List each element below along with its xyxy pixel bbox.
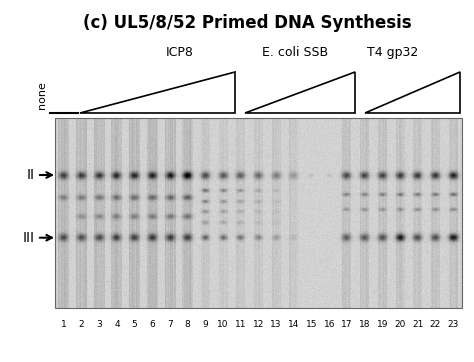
Text: 3: 3 [96,320,102,329]
Text: 1: 1 [61,320,67,329]
Polygon shape [245,72,355,113]
Text: II: II [27,168,35,182]
Text: 4: 4 [114,320,120,329]
Text: 18: 18 [359,320,370,329]
Text: 6: 6 [149,320,155,329]
Text: 17: 17 [341,320,353,329]
Text: (c) UL5/8/52 Primed DNA Synthesis: (c) UL5/8/52 Primed DNA Synthesis [82,14,411,32]
Text: 7: 7 [167,320,173,329]
Text: 22: 22 [430,320,441,329]
Text: none: none [37,81,47,109]
Polygon shape [80,72,235,113]
Text: 20: 20 [394,320,406,329]
Text: T4 gp32: T4 gp32 [367,46,419,59]
Text: ICP8: ICP8 [166,46,194,59]
Text: 13: 13 [271,320,282,329]
Text: 19: 19 [377,320,388,329]
Text: E. coli SSB: E. coli SSB [262,46,328,59]
Text: 21: 21 [412,320,423,329]
Bar [55,118,462,308]
Text: 12: 12 [253,320,264,329]
Text: 8: 8 [185,320,191,329]
Text: 23: 23 [447,320,459,329]
Text: 2: 2 [79,320,84,329]
Text: 15: 15 [306,320,317,329]
Text: 11: 11 [235,320,246,329]
Text: 5: 5 [132,320,137,329]
Text: 9: 9 [202,320,208,329]
Polygon shape [365,72,460,113]
Text: 10: 10 [218,320,229,329]
Text: 14: 14 [288,320,300,329]
Text: III: III [23,231,35,245]
Text: 16: 16 [324,320,335,329]
